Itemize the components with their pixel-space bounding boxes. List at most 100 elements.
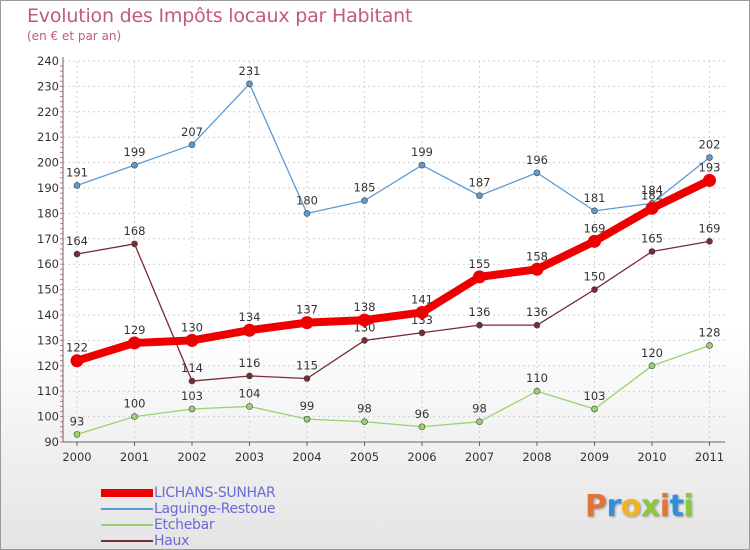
x-tick-label: 2007 — [465, 450, 494, 464]
data-label: 136 — [526, 305, 548, 319]
data-label: 134 — [239, 310, 261, 324]
data-label: 103 — [181, 389, 203, 403]
data-point — [361, 197, 368, 204]
data-point — [415, 305, 429, 319]
y-tick-label: 170 — [37, 232, 59, 246]
y-tick-label: 230 — [37, 79, 59, 93]
legend-swatch — [101, 489, 153, 497]
data-point — [706, 154, 713, 161]
data-label: 181 — [584, 191, 606, 205]
data-label: 199 — [124, 145, 146, 159]
data-label: 187 — [469, 176, 491, 190]
data-point — [303, 415, 311, 423]
data-label: 199 — [411, 145, 433, 159]
data-point — [533, 169, 541, 177]
data-point — [361, 418, 368, 425]
data-point — [530, 262, 544, 276]
legend-swatch — [101, 540, 153, 542]
y-tick-label: 140 — [37, 308, 59, 322]
logo-letter: P — [585, 489, 607, 524]
data-point — [185, 333, 199, 347]
data-label: 169 — [699, 221, 721, 235]
data-point — [476, 321, 483, 329]
data-label: 136 — [469, 305, 491, 319]
y-tick-label: 160 — [37, 257, 59, 271]
y-tick-label: 90 — [44, 435, 59, 449]
data-point — [131, 161, 138, 169]
y-tick-label: 210 — [37, 130, 59, 144]
data-label: 193 — [699, 160, 721, 174]
x-tick-label: 2002 — [177, 450, 206, 464]
data-point — [246, 80, 253, 88]
data-point — [533, 321, 541, 329]
logo-letter: o — [620, 489, 642, 524]
logo-letter: t — [669, 489, 684, 524]
data-label: 96 — [415, 407, 430, 421]
legend-label: Haux — [154, 533, 190, 549]
data-point — [73, 182, 81, 189]
series-line — [76, 240, 711, 382]
data-point — [358, 313, 371, 327]
data-point — [128, 336, 141, 350]
data-label: 110 — [526, 371, 548, 385]
data-point — [473, 270, 486, 284]
data-label: 191 — [66, 165, 88, 179]
data-point — [706, 238, 713, 245]
data-point — [246, 372, 253, 380]
data-point — [131, 413, 138, 420]
data-label: 168 — [124, 224, 146, 238]
data-point — [648, 248, 656, 255]
x-tick-label: 2006 — [407, 450, 436, 464]
data-label: 115 — [296, 359, 318, 373]
y-tick-label: 150 — [37, 283, 59, 297]
data-label: 137 — [296, 303, 318, 317]
data-point — [73, 431, 81, 438]
data-label: 158 — [526, 249, 548, 263]
data-label: 141 — [411, 292, 433, 306]
data-label: 98 — [357, 402, 372, 416]
legend-swatch — [101, 524, 153, 526]
y-tick-label: 240 — [37, 54, 59, 68]
data-label: 155 — [469, 257, 491, 271]
data-point — [476, 192, 483, 199]
data-label: 207 — [181, 125, 203, 139]
y-tick-label: 200 — [37, 156, 59, 170]
chart-title: Evolution des Impôts locaux par Habitant — [27, 5, 413, 27]
data-label: 202 — [699, 138, 721, 152]
data-point — [361, 337, 368, 344]
proxiti-logo: Proxiti — [585, 489, 694, 524]
data-label: 128 — [699, 325, 721, 339]
x-tick-label: 2011 — [695, 450, 724, 464]
data-label: 103 — [584, 389, 606, 403]
data-point — [645, 201, 659, 215]
data-label: 114 — [181, 361, 203, 375]
data-point — [188, 377, 196, 385]
series-line — [73, 176, 714, 365]
x-tick-label: 2010 — [637, 450, 666, 464]
data-label: 138 — [354, 300, 376, 314]
y-tick-label: 180 — [37, 206, 59, 220]
data-label: 104 — [239, 386, 261, 400]
data-point — [418, 161, 426, 169]
data-label: 100 — [124, 397, 146, 411]
y-tick-label: 130 — [37, 333, 59, 347]
data-point — [188, 405, 196, 413]
data-point — [648, 362, 656, 370]
x-tick-label: 2003 — [235, 450, 264, 464]
data-point — [246, 403, 253, 410]
x-tick-label: 2000 — [62, 450, 91, 464]
data-label: 185 — [354, 181, 376, 195]
x-tick-label: 2008 — [522, 450, 551, 464]
legend-label: LICHANS-SUNHAR — [154, 485, 276, 501]
data-label: 120 — [641, 346, 663, 360]
data-point — [706, 342, 713, 349]
y-tick-label: 220 — [37, 105, 59, 119]
series-line — [76, 344, 711, 436]
data-label: 169 — [584, 221, 606, 235]
y-tick-label: 100 — [37, 410, 59, 424]
data-point — [591, 405, 598, 413]
logo-letter: i — [683, 489, 694, 524]
data-point — [591, 207, 598, 215]
line-chart: 90 100 110 120 130 140 150 160 170 180 190 200 210 22… — [37, 54, 725, 464]
data-point — [418, 329, 426, 337]
